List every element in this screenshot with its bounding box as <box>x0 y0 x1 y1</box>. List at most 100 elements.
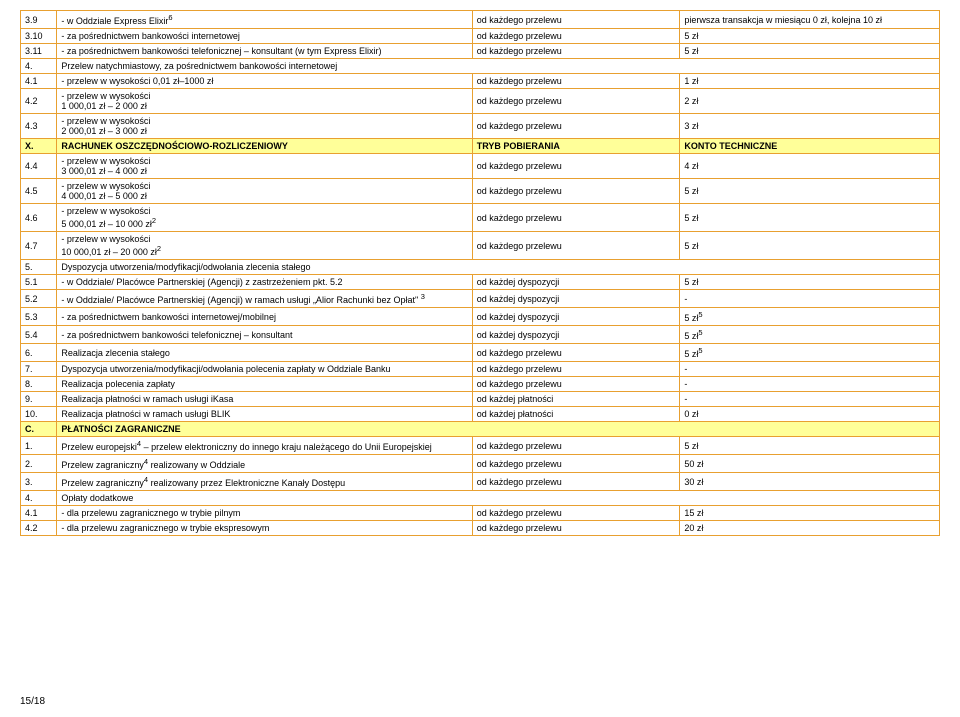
row-number: C. <box>21 422 57 437</box>
table-row: 5.Dyspozycja utworzenia/modyfikacji/odwo… <box>21 260 940 275</box>
row-number: 7. <box>21 362 57 377</box>
table-row: 4.7- przelew w wysokości10 000,01 zł – 2… <box>21 232 940 260</box>
row-desc: - w Oddziale/ Placówce Partnerskiej (Age… <box>57 290 472 308</box>
row-number: 8. <box>21 377 57 392</box>
table-row: 5.1- w Oddziale/ Placówce Partnerskiej (… <box>21 275 940 290</box>
row-value: 5 zł <box>680 44 940 59</box>
row-value: 15 zł <box>680 506 940 521</box>
row-number: X. <box>21 139 57 154</box>
table-row: 4.1- dla przelewu zagranicznego w trybie… <box>21 506 940 521</box>
row-desc: - za pośrednictwem bankowości internetow… <box>57 308 472 326</box>
table-row: C.PŁATNOŚCI ZAGRANICZNE <box>21 422 940 437</box>
row-number: 4.2 <box>21 89 57 114</box>
row-number: 4.6 <box>21 204 57 232</box>
row-number: 4.5 <box>21 179 57 204</box>
row-value: 5 zł <box>680 437 940 455</box>
row-desc: - przelew w wysokości1 000,01 zł – 2 000… <box>57 89 472 114</box>
row-value: 4 zł <box>680 154 940 179</box>
row-number: 3.11 <box>21 44 57 59</box>
row-value: 50 zł <box>680 455 940 473</box>
row-desc: PŁATNOŚCI ZAGRANICZNE <box>57 422 940 437</box>
row-number: 4.4 <box>21 154 57 179</box>
row-desc: - za pośrednictwem bankowości telefonicz… <box>57 44 472 59</box>
row-tryb: od każdego przelewu <box>472 74 680 89</box>
row-value: pierwsza transakcja w miesiącu 0 zł, kol… <box>680 11 940 29</box>
row-value: 5 zł5 <box>680 308 940 326</box>
fee-table: 3.9- w Oddziale Express Elixir6od każdeg… <box>20 10 940 536</box>
row-tryb: od każdego przelewu <box>472 114 680 139</box>
row-value: 5 zł <box>680 29 940 44</box>
row-value: 5 zł <box>680 204 940 232</box>
row-tryb: od każdego przelewu <box>472 44 680 59</box>
table-row: 3.11- za pośrednictwem bankowości telefo… <box>21 44 940 59</box>
row-number: 3. <box>21 473 57 491</box>
row-value: - <box>680 377 940 392</box>
row-value: - <box>680 290 940 308</box>
row-tryb: od każdego przelewu <box>472 521 680 536</box>
row-value: - <box>680 392 940 407</box>
row-desc: Realizacja płatności w ramach usługi BLI… <box>57 407 472 422</box>
table-row: 6.Realizacja zlecenia stałegood każdego … <box>21 344 940 362</box>
row-desc: Realizacja polecenia zapłaty <box>57 377 472 392</box>
table-row: 4.2- przelew w wysokości1 000,01 zł – 2 … <box>21 89 940 114</box>
row-value: 5 zł <box>680 232 940 260</box>
row-desc: - przelew w wysokości2 000,01 zł – 3 000… <box>57 114 472 139</box>
page-footer: 15/18 <box>20 696 940 707</box>
row-tryb: od każdej dyspozycji <box>472 290 680 308</box>
row-tryb: od każdej płatności <box>472 392 680 407</box>
row-tryb: od każdego przelewu <box>472 437 680 455</box>
table-row: 4.Przelew natychmiastowy, za pośrednictw… <box>21 59 940 74</box>
table-row: 4.6- przelew w wysokości5 000,01 zł – 10… <box>21 204 940 232</box>
row-tryb: od każdego przelewu <box>472 455 680 473</box>
row-desc: Dyspozycja utworzenia/modyfikacji/odwoła… <box>57 362 472 377</box>
row-desc: - przelew w wysokości3 000,01 zł – 4 000… <box>57 154 472 179</box>
row-number: 5. <box>21 260 57 275</box>
row-number: 2. <box>21 455 57 473</box>
row-value: 5 zł5 <box>680 344 940 362</box>
row-tryb: od każdego przelewu <box>472 11 680 29</box>
row-number: 4.1 <box>21 74 57 89</box>
row-tryb: TRYB POBIERANIA <box>472 139 680 154</box>
row-number: 9. <box>21 392 57 407</box>
row-desc: - przelew w wysokości5 000,01 zł – 10 00… <box>57 204 472 232</box>
table-row: 9.Realizacja płatności w ramach usługi i… <box>21 392 940 407</box>
row-number: 5.3 <box>21 308 57 326</box>
row-desc: - w Oddziale/ Placówce Partnerskiej (Age… <box>57 275 472 290</box>
row-desc: Dyspozycja utworzenia/modyfikacji/odwoła… <box>57 260 940 275</box>
table-row: 5.3- za pośrednictwem bankowości interne… <box>21 308 940 326</box>
row-number: 6. <box>21 344 57 362</box>
row-tryb: od każdego przelewu <box>472 362 680 377</box>
row-value: 5 zł <box>680 275 940 290</box>
row-tryb: od każdego przelewu <box>472 179 680 204</box>
table-row: 10.Realizacja płatności w ramach usługi … <box>21 407 940 422</box>
row-number: 4.2 <box>21 521 57 536</box>
row-number: 4. <box>21 491 57 506</box>
row-tryb: od każdego przelewu <box>472 232 680 260</box>
row-value: 2 zł <box>680 89 940 114</box>
row-value: - <box>680 362 940 377</box>
row-tryb: od każdego przelewu <box>472 377 680 392</box>
table-row: 3.9- w Oddziale Express Elixir6od każdeg… <box>21 11 940 29</box>
row-desc: - za pośrednictwem bankowości internetow… <box>57 29 472 44</box>
row-tryb: od każdego przelewu <box>472 89 680 114</box>
row-desc: - dla przelewu zagranicznego w trybie pi… <box>57 506 472 521</box>
row-number: 5.4 <box>21 326 57 344</box>
row-tryb: od każdego przelewu <box>472 154 680 179</box>
row-number: 5.2 <box>21 290 57 308</box>
row-number: 4. <box>21 59 57 74</box>
table-row: 1.Przelew europejski4 – przelew elektron… <box>21 437 940 455</box>
row-value: 0 zł <box>680 407 940 422</box>
row-tryb: od każdego przelewu <box>472 29 680 44</box>
row-desc: Realizacja zlecenia stałego <box>57 344 472 362</box>
row-number: 3.10 <box>21 29 57 44</box>
row-desc: Przelew zagraniczny4 realizowany w Oddzi… <box>57 455 472 473</box>
row-desc: - dla przelewu zagranicznego w trybie ek… <box>57 521 472 536</box>
row-tryb: od każdego przelewu <box>472 204 680 232</box>
row-tryb: od każdej dyspozycji <box>472 275 680 290</box>
row-desc: Przelew natychmiastowy, za pośrednictwem… <box>57 59 940 74</box>
row-desc: - za pośrednictwem bankowości telefonicz… <box>57 326 472 344</box>
row-value: KONTO TECHNICZNE <box>680 139 940 154</box>
table-row: 5.4- za pośrednictwem bankowości telefon… <box>21 326 940 344</box>
row-value: 3 zł <box>680 114 940 139</box>
row-number: 1. <box>21 437 57 455</box>
